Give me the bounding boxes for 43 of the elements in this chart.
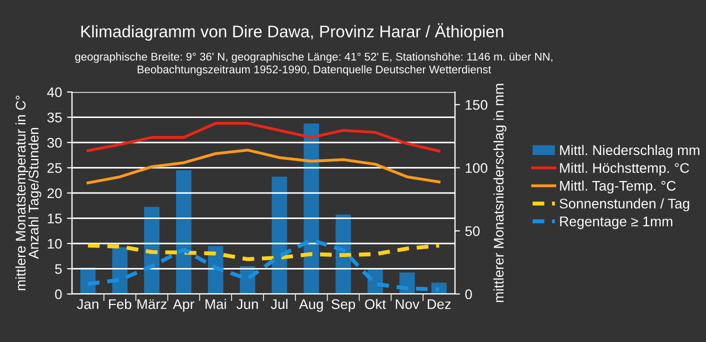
y-axis-title: mittlere Monatstemperatur in C° Anzahl Tage/Stunden <box>15 96 42 290</box>
chart-title: Klimadiagramm von Dire Dawa, Provinz Harar / Äthiopien <box>81 23 504 41</box>
bar <box>144 206 160 294</box>
x-tick-label: Okt <box>365 298 386 310</box>
y-tick-label: 40 <box>47 87 62 98</box>
x-tick-label: Sep <box>332 299 356 312</box>
y-tick-label: 35 <box>47 112 62 122</box>
bar <box>272 176 288 294</box>
x-tick-label: Mai <box>206 298 226 310</box>
y2-tick-label: 0 <box>465 289 472 300</box>
legend-label: Sonnenstunden / Tag <box>560 198 690 212</box>
x-tick-label: Dez <box>428 299 451 310</box>
x-tick-label: Apr <box>172 299 194 312</box>
x-tick-label: Feb <box>109 298 132 310</box>
line-series <box>86 238 441 292</box>
line-series <box>86 244 441 262</box>
legend-label: Mittl. Tag-Temp. °C <box>560 180 676 194</box>
y-tick-label: 5 <box>55 264 62 274</box>
x-tick-label: März <box>138 299 167 310</box>
y-tick-label: 0 <box>55 289 62 300</box>
x-tick-label: Jun <box>236 299 258 310</box>
y2-tick-label: 100 <box>466 163 488 173</box>
y2-tick-label: 150 <box>466 100 488 110</box>
y2-tick-label: 50 <box>465 226 480 236</box>
legend-label: Mittl. Niederschlag mm <box>560 144 700 158</box>
x-tick-label: Jan <box>76 299 98 310</box>
legend-label: Regentage ≥ 1mm <box>560 216 672 230</box>
chart-subtitle: geographische Breite: 9° 36' N, geographische Länge: 41° 52' E, Stationshöhe: 1146 m. über NN, Beobachtungszeitraum 1952-1990, Datenquelle Deutscher Wetterdienst <box>75 52 552 76</box>
bar <box>304 124 320 294</box>
x-tick-label: Aug <box>299 299 323 312</box>
x-tick-label: Nov <box>396 299 420 310</box>
line-series <box>86 148 440 184</box>
bar <box>112 247 128 294</box>
y-tick-label: 25 <box>48 163 62 173</box>
line-series <box>86 122 440 152</box>
legend-label: Mittl. Höchsttemp. °C <box>560 162 690 176</box>
y-tick-label: 20 <box>48 188 62 198</box>
y2-axis-title: mittlerer Monatsniederschlag in mm <box>493 84 506 302</box>
bar <box>176 170 192 294</box>
y-tick-label: 10 <box>48 238 62 249</box>
y-tick-label: 15 <box>48 214 62 224</box>
y-tick-label: 30 <box>47 138 62 148</box>
x-tick-label: Jul <box>270 298 288 310</box>
